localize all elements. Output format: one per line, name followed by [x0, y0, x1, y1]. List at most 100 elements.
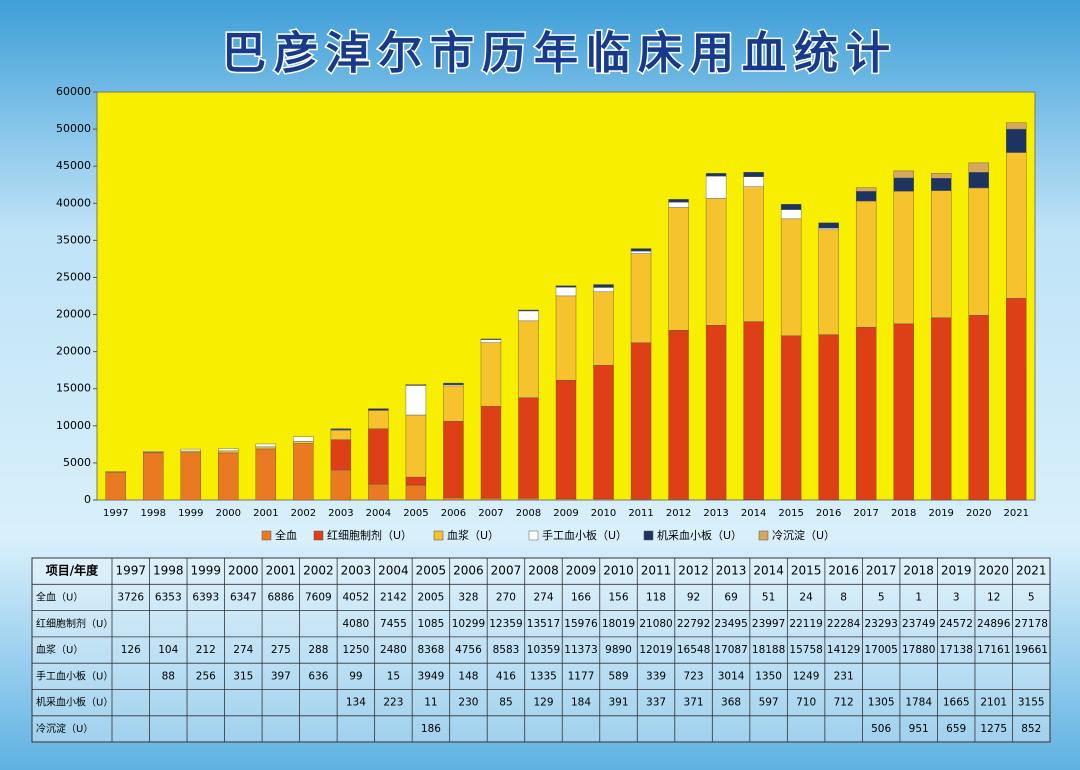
table-cell: 51: [762, 591, 775, 603]
table-cell: 118: [646, 591, 666, 603]
table-cell: 24572: [939, 618, 972, 630]
x-tick-label: 2007: [478, 508, 503, 519]
x-tick-label: 2019: [928, 508, 953, 519]
table-cell: 2142: [380, 591, 407, 603]
bar-segment: [931, 178, 952, 191]
bar-segment: [330, 439, 352, 471]
bar-segment: [931, 317, 952, 501]
legend-label: 全血: [275, 528, 297, 542]
table-cell: 15976: [564, 618, 598, 630]
table-cell: 186: [421, 723, 441, 735]
table-cell: 315: [233, 670, 253, 682]
table-cell: 2005: [418, 591, 445, 603]
table-year: 2018: [903, 564, 934, 578]
legend-swatch: [313, 530, 324, 541]
bar-segment: [180, 450, 202, 453]
table-cell: 129: [533, 697, 553, 709]
table-cell: 391: [608, 697, 628, 709]
table-cell: 11: [424, 697, 437, 709]
x-tick-label: 2018: [891, 508, 916, 519]
y-tick-label: 20000: [56, 308, 91, 321]
bar-segment: [743, 176, 764, 187]
bar-segment: [555, 380, 577, 499]
bar-segment: [593, 284, 614, 288]
bar-segment: [518, 397, 539, 499]
table-cell: 17005: [864, 644, 897, 656]
bar-segment: [630, 248, 652, 252]
table-cell: 2480: [380, 644, 407, 656]
table-year: 2003: [341, 564, 372, 578]
bar-segment: [218, 448, 239, 452]
bar-segment: [1006, 298, 1027, 501]
table-cell: 1250: [343, 644, 370, 656]
table-year: 2013: [716, 564, 747, 578]
bar-segment: [368, 408, 389, 411]
table: [31, 557, 1051, 743]
x-tick-label: 2010: [591, 508, 616, 519]
x-tick-label: 1997: [103, 508, 128, 519]
bar-segment: [968, 187, 989, 316]
table-cell: 7455: [380, 618, 407, 630]
x-tick-label: 2014: [741, 508, 766, 519]
bar-segment: [1006, 152, 1027, 299]
table-cell: 636: [308, 670, 328, 682]
bar-segment: [255, 448, 277, 501]
table-cell: 951: [909, 723, 929, 735]
bar-segment: [330, 469, 352, 501]
bar-segment: [255, 443, 277, 448]
table-cell: 4052: [343, 591, 370, 603]
table-cell: 3155: [1018, 697, 1045, 709]
bar-segment: [218, 452, 239, 501]
bar-segment: [105, 471, 126, 473]
bar-segment: [480, 406, 502, 499]
table-row-label: 冷沉淀（U）: [36, 722, 93, 735]
table-cell: 17087: [714, 644, 747, 656]
table-year: 2000: [228, 564, 259, 578]
bar-segment: [405, 384, 427, 386]
table-cell: 8: [840, 591, 847, 603]
table-cell: 9890: [605, 644, 632, 656]
bar-segment: [668, 207, 689, 331]
legend-swatch: [528, 530, 539, 541]
y-tick-label: 60000: [56, 85, 91, 98]
table-cell: 1249: [793, 670, 820, 682]
legend-label: 机采血小板（U）: [657, 528, 742, 542]
y-tick-label: 40000: [56, 196, 91, 209]
bar-segment: [255, 446, 277, 450]
table-year: 2019: [941, 564, 972, 578]
table-cell: 212: [196, 644, 216, 656]
x-tick-label: 2017: [853, 508, 878, 519]
table-year: 2005: [416, 564, 447, 578]
x-tick-label: 2004: [366, 508, 391, 519]
table-cell: 23749: [902, 618, 935, 630]
bar-segment: [293, 443, 314, 501]
bar-segment: [443, 420, 464, 498]
bar-segment: [630, 342, 652, 500]
table-cell: 1335: [530, 670, 557, 682]
table-cell: 12359: [489, 618, 522, 630]
bar-segment: [968, 172, 989, 189]
bar-segment: [818, 334, 839, 501]
bar-segment: [368, 410, 389, 430]
table-cell: 7609: [305, 591, 332, 603]
table-cell: 3: [953, 591, 960, 603]
bar-segment: [743, 321, 764, 500]
table-row-label: 红细胞制剂（U）: [36, 617, 113, 630]
legend-label: 红细胞制剂（U）: [327, 528, 412, 542]
table-cell: 8368: [418, 644, 445, 656]
bar-segment: [893, 190, 914, 325]
table-cell: 328: [458, 591, 478, 603]
table-cell: 223: [383, 697, 403, 709]
bar-segment: [218, 450, 239, 454]
table-cell: 22119: [789, 618, 822, 630]
table-cell: 710: [796, 697, 816, 709]
x-tick-label: 2003: [328, 508, 353, 519]
table-cell: 148: [458, 670, 478, 682]
table-cell: 1784: [905, 697, 932, 709]
y-tick-label: 20000: [56, 345, 91, 358]
table-row-label: 全血（U）: [36, 590, 83, 603]
bar-segment: [518, 309, 539, 312]
bar-segment: [705, 324, 727, 500]
table-cell: 597: [759, 697, 779, 709]
table-year: 2009: [566, 564, 597, 578]
